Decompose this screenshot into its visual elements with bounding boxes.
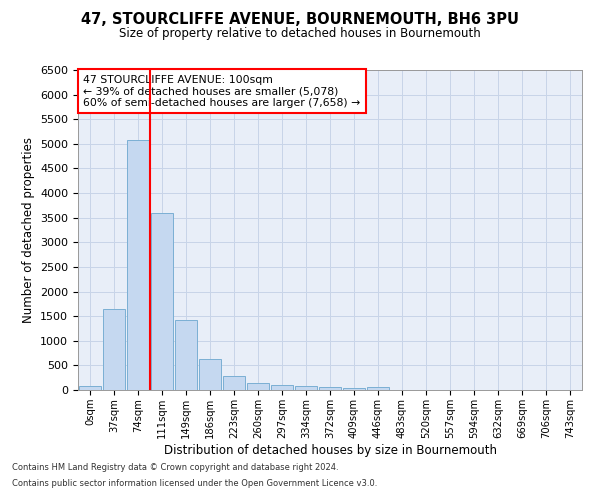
- Bar: [247, 382, 269, 390]
- Bar: [319, 387, 341, 390]
- Bar: [79, 386, 101, 390]
- Text: 47, STOURCLIFFE AVENUE, BOURNEMOUTH, BH6 3PU: 47, STOURCLIFFE AVENUE, BOURNEMOUTH, BH6…: [81, 12, 519, 28]
- Bar: [271, 384, 293, 390]
- Text: 47 STOURCLIFFE AVENUE: 100sqm
← 39% of detached houses are smaller (5,078)
60% o: 47 STOURCLIFFE AVENUE: 100sqm ← 39% of d…: [83, 75, 360, 108]
- Text: Size of property relative to detached houses in Bournemouth: Size of property relative to detached ho…: [119, 28, 481, 40]
- Bar: [175, 320, 197, 390]
- Bar: [103, 309, 125, 390]
- Text: Contains HM Land Registry data © Crown copyright and database right 2024.: Contains HM Land Registry data © Crown c…: [12, 464, 338, 472]
- Bar: [223, 376, 245, 390]
- X-axis label: Distribution of detached houses by size in Bournemouth: Distribution of detached houses by size …: [163, 444, 497, 456]
- Bar: [343, 388, 365, 390]
- Y-axis label: Number of detached properties: Number of detached properties: [22, 137, 35, 323]
- Bar: [295, 386, 317, 390]
- Bar: [367, 388, 389, 390]
- Text: Contains public sector information licensed under the Open Government Licence v3: Contains public sector information licen…: [12, 478, 377, 488]
- Bar: [199, 360, 221, 390]
- Bar: [127, 140, 149, 390]
- Bar: [151, 213, 173, 390]
